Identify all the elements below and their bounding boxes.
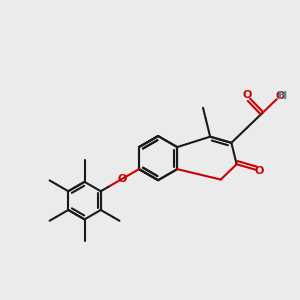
Text: O: O xyxy=(117,174,127,184)
Text: O: O xyxy=(242,90,252,100)
Text: O: O xyxy=(275,91,284,101)
Text: O: O xyxy=(255,166,264,176)
Text: H: H xyxy=(278,91,287,101)
